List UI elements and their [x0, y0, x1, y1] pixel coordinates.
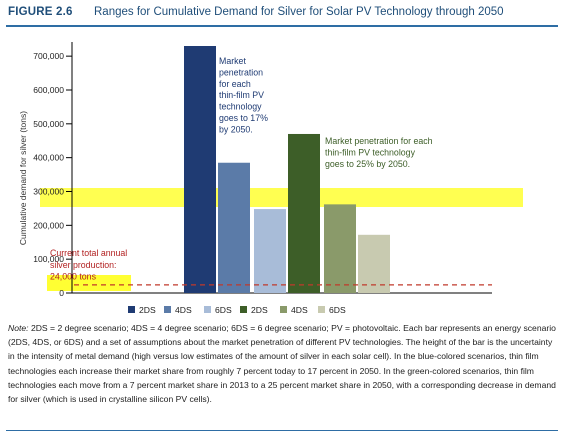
legend-swatch-4ds: [164, 306, 171, 313]
header-rule: [6, 25, 558, 27]
y-tick-label: 0: [59, 288, 64, 298]
legend-label: 6DS: [329, 305, 346, 315]
bar-blue-6ds: [254, 209, 286, 293]
figure-header: FIGURE 2.6 Ranges for Cumulative Demand …: [0, 0, 563, 24]
bar-blue-2ds: [184, 46, 216, 293]
annotation-green: Market penetration for each thin-film PV …: [325, 136, 433, 169]
y-tick-label: 700,000: [33, 51, 64, 61]
y-tick-label: 300,000: [33, 186, 64, 196]
note-label: Note:: [8, 323, 29, 333]
y-tick-label: 500,000: [33, 119, 64, 129]
highlight-300000: [40, 188, 523, 207]
legend-label: 6DS: [215, 305, 232, 315]
legend-label: 2DS: [139, 305, 156, 315]
legend-label: 2DS: [251, 305, 268, 315]
bar-green-2ds: [288, 133, 320, 293]
legend-swatch-6ds: [318, 306, 325, 313]
legend-swatch-6ds: [204, 306, 211, 313]
bar-green-6ds: [358, 234, 390, 293]
legend-swatch-2ds: [128, 306, 135, 313]
figure-title: Ranges for Cumulative Demand for Silver …: [94, 6, 504, 18]
footer-rule: [6, 430, 558, 431]
y-tick-label: 600,000: [33, 85, 64, 95]
legend-swatch-4ds: [280, 306, 287, 313]
bar-chart: 0 100,000 200,000 300,000 400,000 500,000 600,…: [33, 42, 492, 315]
figure-number: FIGURE 2.6: [8, 6, 73, 18]
bar-blue-4ds: [218, 162, 250, 293]
legend-swatch-2ds: [240, 306, 247, 313]
bar-green-4ds: [324, 204, 356, 293]
annotation-blue: Market penetration for each thin-film PV tec…: [219, 56, 268, 134]
note-text: 2DS = 2 degree scenario; 4DS = 4 degree …: [8, 323, 556, 405]
highlight-current-production: [47, 275, 131, 291]
annotation-current-production: Current total annual silver production: 24…: [50, 248, 127, 282]
y-tick-label: 100,000: [33, 254, 64, 264]
y-tick-label: 400,000: [33, 153, 64, 163]
legend-label: 4DS: [291, 305, 308, 315]
figure-note: Note: 2DS = 2 degree scenario; 4DS = 4 d…: [8, 321, 556, 406]
legend-label: 4DS: [175, 305, 192, 315]
y-tick-label: 200,000: [33, 220, 64, 230]
